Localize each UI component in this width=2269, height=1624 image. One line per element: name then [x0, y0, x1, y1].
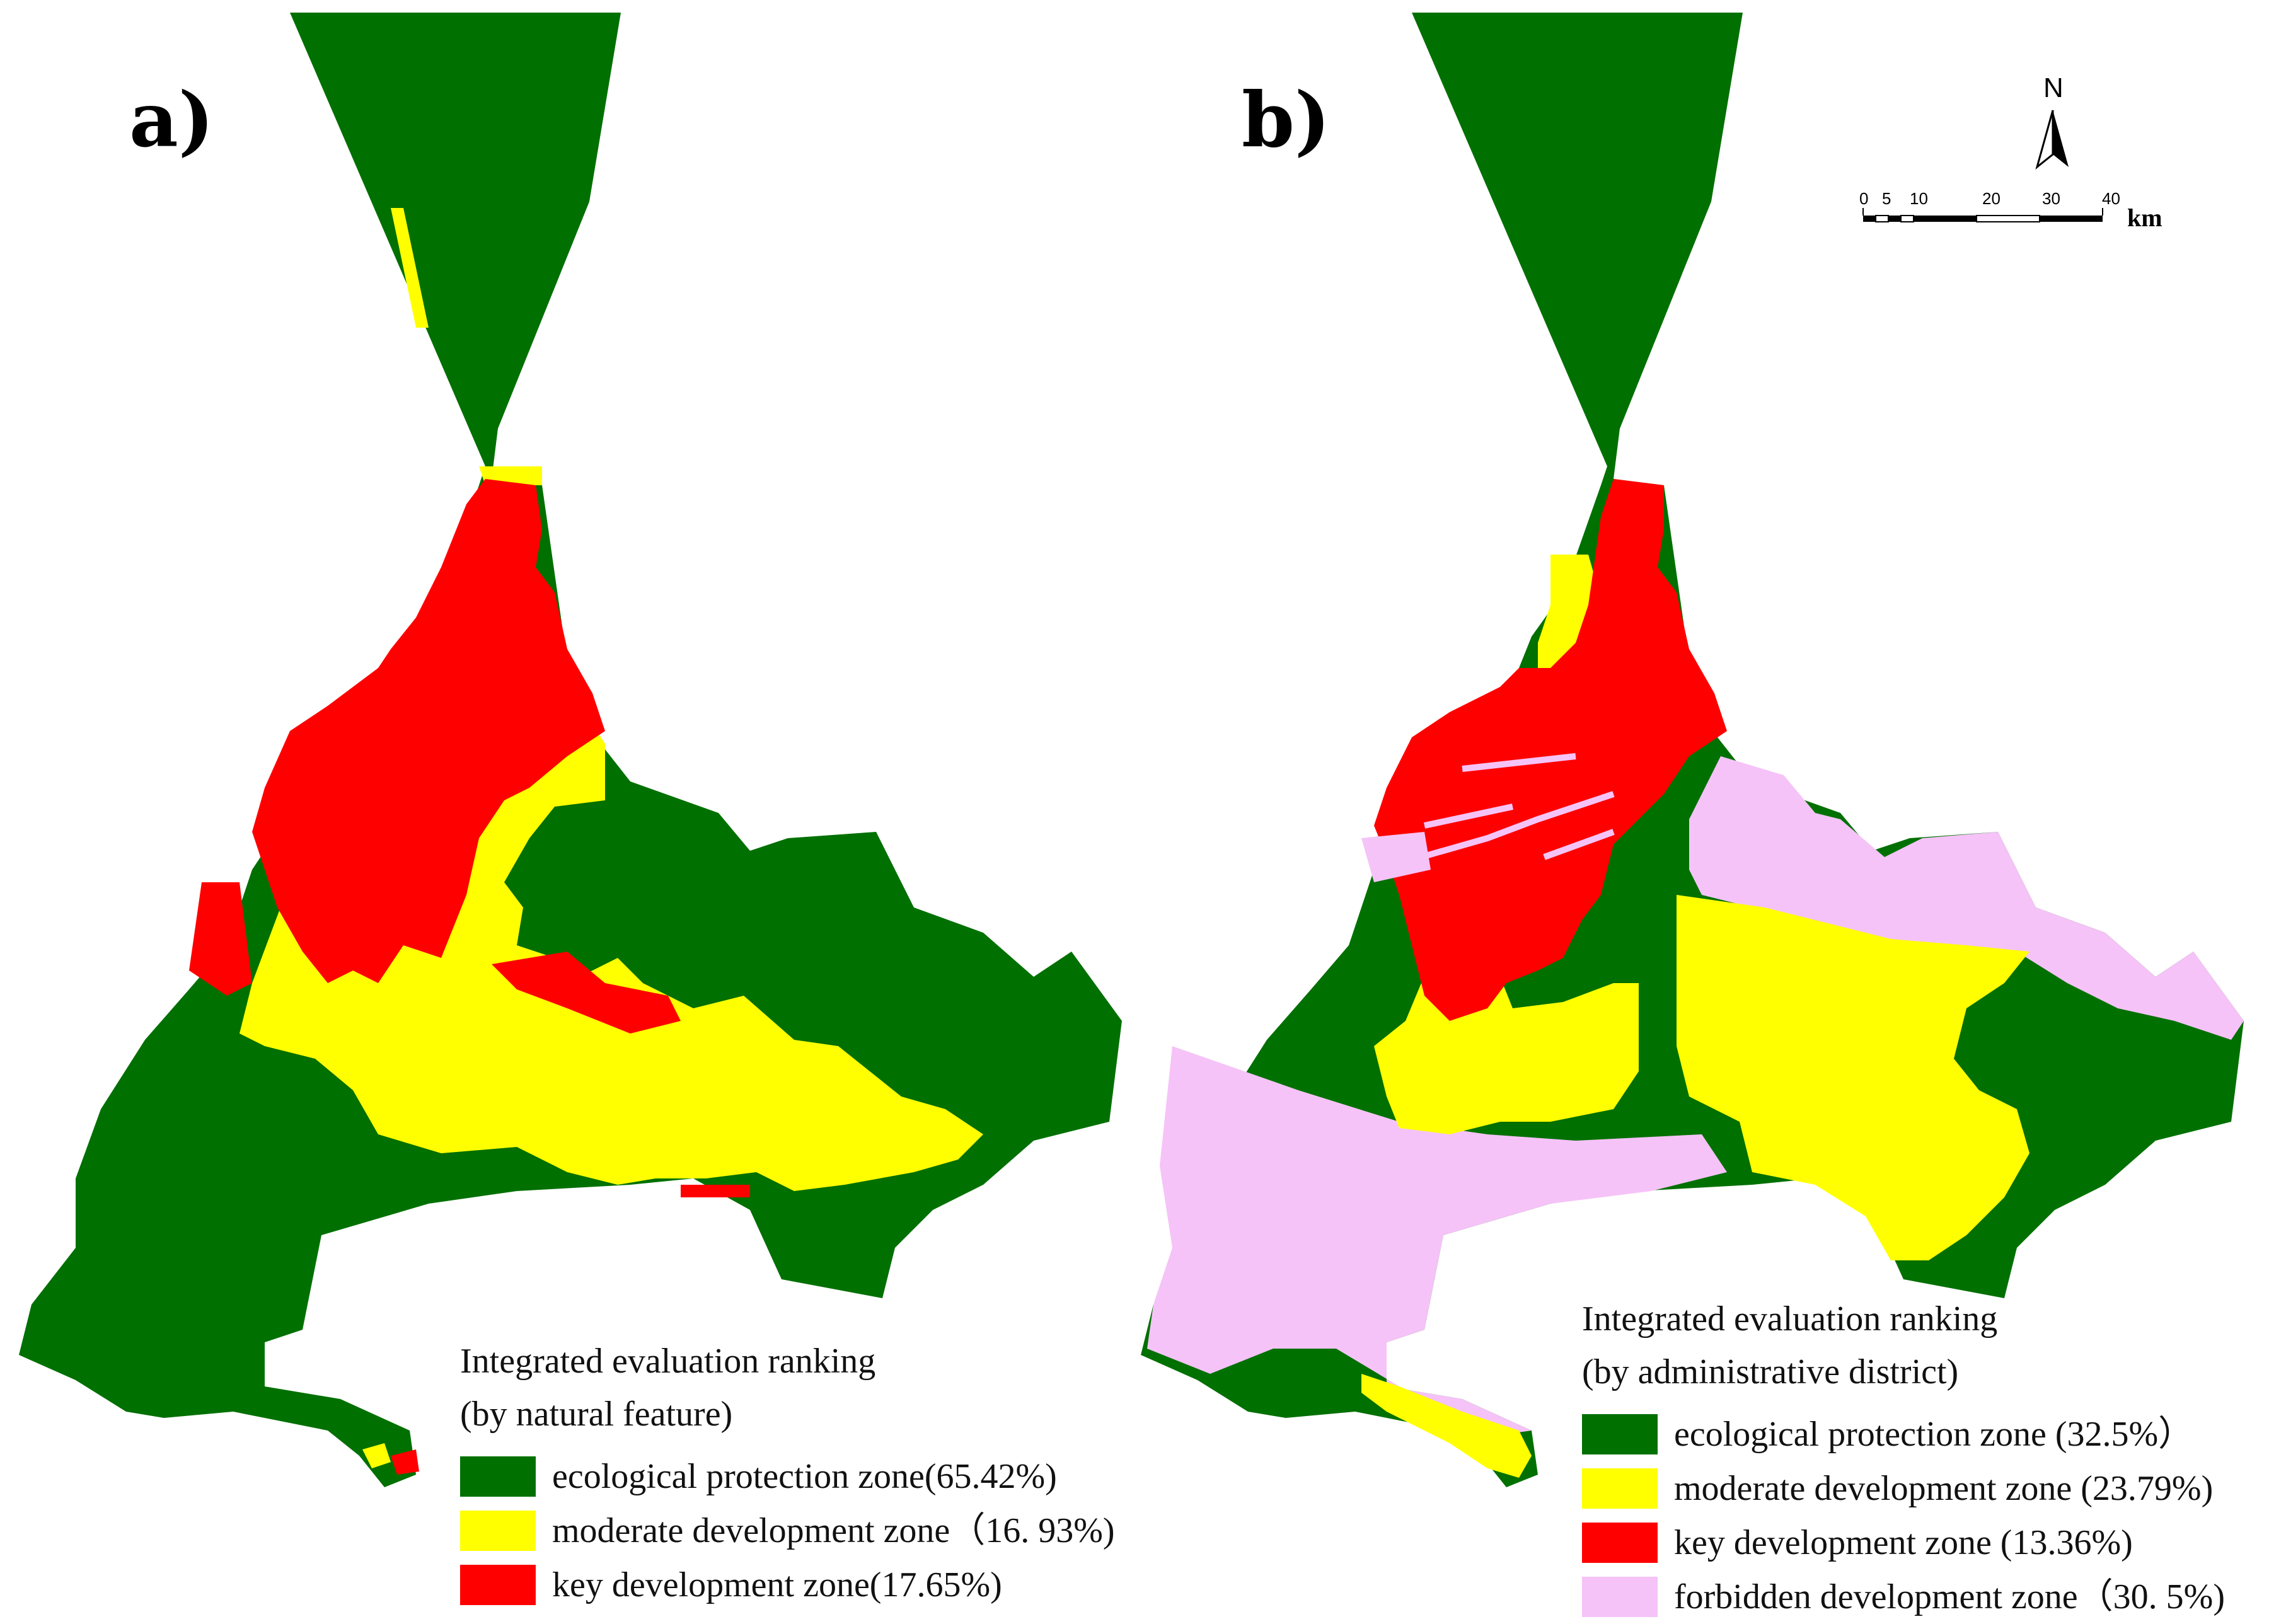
- legend-swatch-ecological-a: [460, 1456, 536, 1497]
- legend-label-moderate-a: moderate development zone（16. 93%): [552, 1511, 1115, 1550]
- legend-swatch-ecological-b: [1582, 1414, 1658, 1454]
- north-arrow: N: [2024, 72, 2087, 180]
- legend-item-key-b: key development zone (13.36%): [1582, 1516, 2225, 1570]
- panel-label-a: a): [129, 76, 214, 164]
- legend-swatch-moderate-b: [1582, 1468, 1658, 1509]
- scale-bar-graphic: [1862, 208, 2103, 222]
- moderate-strip-south-b: [1361, 1374, 1532, 1478]
- legend-item-forbidden-b: forbidden development zone（30. 5%): [1582, 1570, 2225, 1624]
- forbidden-zone-east-b: [1689, 756, 2244, 1040]
- moderate-strip-north-a: [391, 208, 429, 328]
- scale-unit: km: [2127, 204, 2162, 232]
- legend-swatch-key-b: [1582, 1523, 1658, 1563]
- legend-b: Integrated evaluation ranking (by admini…: [1582, 1301, 2225, 1624]
- legend-item-moderate-a: moderate development zone（16. 93%): [460, 1504, 1115, 1558]
- scale-tick-10: 10: [1910, 189, 1928, 208]
- scale-tick-5: 5: [1882, 189, 1891, 208]
- legend-label-ecological-b: ecological protection zone (32.5%）: [1674, 1415, 2194, 1454]
- north-arrow-icon: [2035, 110, 2069, 170]
- legend-title-b-line1: Integrated evaluation ranking: [1582, 1299, 1998, 1339]
- legend-label-key-a: key development zone(17.65%): [552, 1565, 1002, 1604]
- key-zone-south-a: [492, 952, 681, 1034]
- key-strip-a: [681, 1185, 750, 1197]
- legend-a: Integrated evaluation ranking (by natura…: [460, 1344, 1115, 1612]
- north-label: N: [2043, 72, 2064, 103]
- key-zone-b: [1374, 479, 1727, 1021]
- legend-label-ecological-a: ecological protection zone(65.42%): [552, 1457, 1057, 1496]
- scale-tick-30: 30: [2042, 189, 2060, 208]
- pink-patch-b: [1361, 832, 1431, 882]
- legend-swatch-moderate-a: [460, 1511, 536, 1551]
- legend-title-b-line2: (by administrative district): [1582, 1352, 1959, 1391]
- forbidden-zone-west-b: [1147, 1046, 1727, 1437]
- scale-bar: 0 5 10 20 30 40 km: [1859, 189, 2162, 239]
- scale-tick-0: 0: [1859, 189, 1869, 208]
- key-spot-a: [391, 1449, 419, 1475]
- legend-item-ecological-a: ecological protection zone(65.42%): [460, 1449, 1115, 1504]
- scale-tick-40: 40: [2102, 189, 2120, 208]
- map-panel-a: a) Integrated evaluation ranking (by nat…: [0, 0, 1134, 1605]
- moderate-zone-east-b: [1677, 895, 2029, 1260]
- legend-label-forbidden-b: forbidden development zone（30. 5%): [1674, 1577, 2225, 1616]
- panel-label-b: b): [1242, 76, 1331, 164]
- key-zone-a: [252, 479, 605, 983]
- key-zone-west-a: [189, 882, 252, 996]
- scale-tick-20: 20: [1982, 189, 2001, 208]
- legend-item-ecological-b: ecological protection zone (32.5%）: [1582, 1407, 2225, 1461]
- zoning-map-a: [19, 13, 1122, 1487]
- legend-swatch-key-a: [460, 1565, 536, 1605]
- legend-swatch-forbidden-b: [1582, 1577, 1658, 1617]
- legend-item-key-a: key development zone(17.65%): [460, 1558, 1115, 1612]
- legend-title-a-line2: (by natural feature): [460, 1395, 733, 1434]
- map-panel-b: b) N 0 5 10 20 30 40 km Integrated evalu…: [1134, 0, 2269, 1617]
- pink-street-pattern-b: [1398, 753, 1615, 867]
- zoning-map-b: [1141, 13, 2244, 1487]
- legend-title-a-line1: Integrated evaluation ranking: [460, 1342, 876, 1381]
- legend-item-moderate-b: moderate development zone (23.79%): [1582, 1461, 2225, 1516]
- legend-label-key-b: key development zone (13.36%): [1674, 1523, 2133, 1562]
- legend-label-moderate-b: moderate development zone (23.79%): [1674, 1469, 2214, 1508]
- moderate-spot-a: [362, 1443, 391, 1468]
